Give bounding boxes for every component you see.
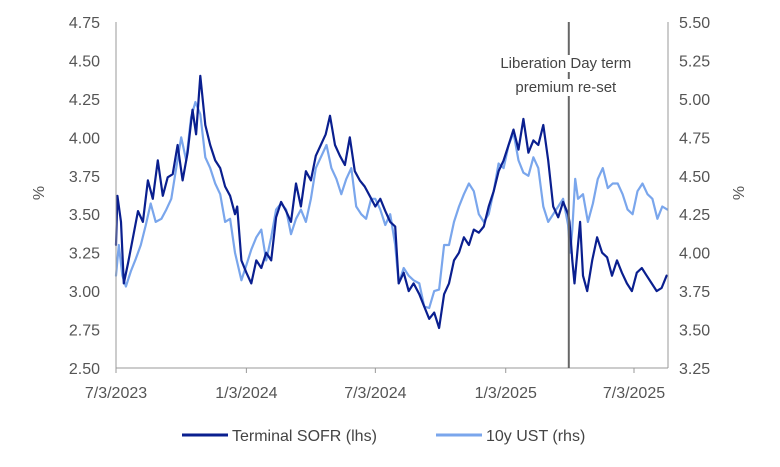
y-axis-left-ticks: 2.50 2.75 3.00 3.25 3.50 3.75 4.00 4.25 4.50 4.75 [69, 15, 100, 378]
y-left-tick-label: 4.50 [69, 53, 100, 70]
annotation-line-2: premium re-set [515, 79, 617, 96]
legend-label-10y-ust: 10y UST (rhs) [486, 428, 585, 445]
y-left-tick-label: 4.25 [69, 92, 100, 109]
y-axis-right-ticks: 3.25 3.50 3.75 4.00 4.25 4.50 4.75 5.00 5.25 5.50 [679, 15, 710, 378]
annotation-backing [513, 79, 620, 96]
y-right-tick-label: 3.75 [679, 284, 710, 301]
x-tick-label: 7/3/2024 [344, 385, 406, 402]
x-tick-label: 1/3/2025 [475, 385, 537, 402]
annotation-backing [498, 55, 634, 72]
y-right-tick-label: 3.50 [679, 323, 710, 340]
y-right-tick-label: 5.50 [679, 15, 710, 32]
y-right-tick-label: 4.25 [679, 207, 710, 224]
y-right-tick-label: 4.00 [679, 246, 710, 263]
series-layer [114, 74, 669, 330]
y-axis-left-title: % [31, 186, 48, 200]
y-axis-right-title: % [731, 186, 748, 200]
x-axis-ticks: 7/3/2023 1/3/2024 7/3/2024 1/3/2025 7/3/2025 [85, 368, 665, 402]
series-line-terminal-sofr [114, 74, 668, 330]
y-left-tick-label: 3.50 [69, 207, 100, 224]
x-tick-label: 1/3/2024 [215, 385, 277, 402]
y-left-tick-label: 2.75 [69, 323, 100, 340]
y-right-tick-label: 3.25 [679, 361, 710, 378]
y-left-tick-label: 3.25 [69, 246, 100, 263]
y-right-tick-label: 4.75 [679, 130, 710, 147]
annotation-line-1: Liberation Day term [500, 55, 631, 72]
y-left-tick-label: 4.00 [69, 130, 100, 147]
series-line-10y-ust [114, 100, 669, 310]
y-right-tick-label: 5.25 [679, 53, 710, 70]
y-right-tick-label: 4.50 [679, 169, 710, 186]
y-left-tick-label: 2.50 [69, 361, 100, 378]
x-tick-label: 7/3/2023 [85, 385, 147, 402]
legend: Terminal SOFR (lhs) 10y UST (rhs) [182, 428, 585, 445]
legend-label-terminal-sofr: Terminal SOFR (lhs) [232, 428, 377, 445]
y-right-tick-label: 5.00 [679, 92, 710, 109]
y-left-tick-label: 3.75 [69, 169, 100, 186]
y-left-tick-label: 3.00 [69, 284, 100, 301]
x-tick-label: 7/3/2025 [603, 385, 665, 402]
y-left-tick-label: 4.75 [69, 15, 100, 32]
